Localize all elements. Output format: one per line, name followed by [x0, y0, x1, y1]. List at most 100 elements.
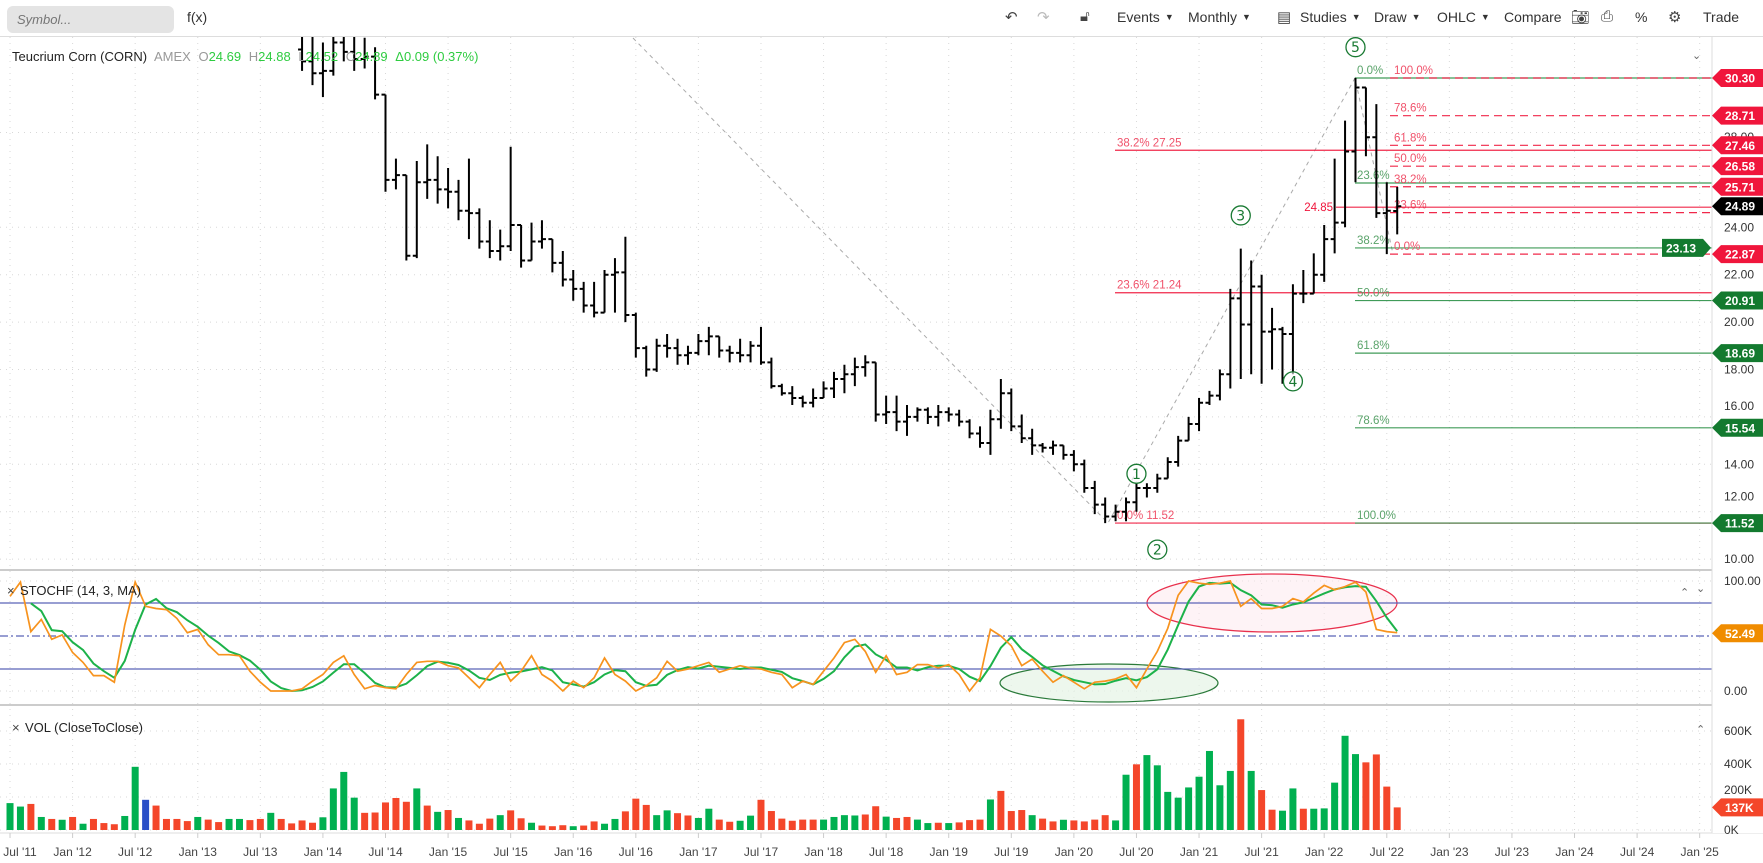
collapse-panel-icon[interactable]: ⌄ — [1692, 50, 1701, 62]
volume-bar — [1205, 750, 1213, 830]
ohlc-bar — [1028, 428, 1037, 455]
wave-label: 2 — [1153, 543, 1162, 559]
volume-bar — [559, 825, 567, 830]
volume-bar — [402, 801, 410, 830]
lock-icon[interactable]: 🔓︎ — [1080, 8, 1090, 25]
wave-circle[interactable] — [1126, 463, 1147, 484]
x-axis-label: Jul '17 — [744, 845, 779, 859]
move-panel-down-icon[interactable]: ⌄ — [1696, 583, 1705, 595]
symbol-search-input[interactable] — [7, 6, 174, 33]
volume-bar — [986, 799, 994, 830]
ohlc-bar-path — [569, 269, 578, 301]
volume-bar — [1028, 815, 1036, 830]
calendar-icon[interactable]: ▤ — [1277, 9, 1292, 26]
undo-icon[interactable]: ↶ — [1005, 9, 1018, 26]
trade-button[interactable]: Trade — [1703, 9, 1740, 25]
percent-button[interactable]: % — [1635, 9, 1648, 25]
volume-axis-label: 400K — [1724, 757, 1752, 771]
wave-circle[interactable] — [1230, 205, 1251, 226]
volume-bar — [183, 821, 191, 830]
ohlc-bar-path — [715, 335, 724, 358]
ohlc-bar-path — [558, 251, 567, 287]
volume-bar — [1018, 810, 1026, 830]
ohlc-bar — [1247, 260, 1256, 375]
ohlc-bar — [1017, 414, 1026, 443]
fib-level-label: 61.8% — [1357, 340, 1390, 352]
ohlc-bar-path — [1049, 440, 1058, 455]
gear-icon[interactable]: ⚙ — [1668, 9, 1682, 26]
volume-bar — [1278, 810, 1286, 830]
volume-bar — [1091, 819, 1099, 830]
ohlc-bar-path — [913, 407, 922, 422]
ohlc-bar-path — [934, 405, 943, 427]
low-value: 24.52 — [306, 49, 339, 64]
volume-bar — [110, 824, 118, 830]
ohlc-bar-path — [1393, 187, 1402, 235]
volume-bar — [601, 823, 609, 830]
volume-study-label[interactable]: VOL (CloseToClose) — [25, 720, 143, 735]
camera-icon[interactable]: 📷︎ — [1571, 9, 1591, 26]
redo-icon[interactable]: ↷ — [1037, 9, 1050, 26]
fx-button[interactable]: f(x) — [187, 9, 208, 25]
ohlc-bar — [725, 345, 734, 363]
ohlc-bar — [663, 333, 672, 358]
volume-bar — [1039, 818, 1047, 830]
wave-circle[interactable] — [1345, 37, 1366, 58]
move-panel-up-icon[interactable]: ⌃ — [1696, 724, 1705, 736]
ohlc-bar-path — [1288, 284, 1297, 375]
x-axis-label: Jul '23 — [1495, 845, 1530, 859]
volume-bar — [486, 818, 494, 830]
fibonacci-drawings[interactable]: 38.2% 27.25 23.6% 21.24 0.0% 11.52 0.0% 23.6… — [1115, 65, 1712, 524]
wave-circle[interactable] — [1282, 371, 1304, 392]
close-study-icon[interactable]: × — [7, 583, 15, 598]
price-bars — [298, 37, 1402, 524]
ohlc-bar-path — [683, 345, 692, 365]
studies-dropdown[interactable]: Studies ▼ — [1300, 9, 1361, 25]
ohlc-bar — [1341, 120, 1350, 228]
print-icon[interactable]: ⎙ — [1601, 8, 1614, 25]
volume-bar — [235, 818, 243, 830]
x-axis-label: Jan '18 — [804, 845, 843, 859]
volume-bar — [1362, 762, 1370, 830]
volume-bar — [1174, 797, 1182, 830]
ohlc-bar-path — [986, 409, 995, 455]
move-panel-up-icon[interactable]: ⌃ — [1680, 587, 1689, 599]
price-axis-label: 18.00 — [1724, 363, 1754, 377]
ohlc-bar — [339, 37, 348, 62]
ohlc-bar-path — [1205, 390, 1214, 406]
ohlc-bar — [829, 371, 838, 398]
wave-circle[interactable] — [1147, 539, 1168, 560]
period-dropdown[interactable]: Monthly ▼ — [1188, 9, 1251, 25]
x-axis-label: Jan '13 — [179, 845, 218, 859]
wave-trendline-path[interactable] — [632, 37, 1394, 524]
price-tag — [1712, 197, 1763, 216]
ohlc-bar-path — [1257, 274, 1266, 384]
x-axis-label: Jul '14 — [368, 845, 403, 859]
wave-trendline[interactable] — [632, 37, 1394, 524]
x-axis-label: Jan '16 — [554, 845, 593, 859]
elliott-wave-labels[interactable]: 1 2 3 4 5 — [1126, 37, 1366, 560]
caret-down-icon: ▼ — [1351, 12, 1361, 22]
volume-bar — [528, 822, 536, 830]
draw-dropdown[interactable]: Draw ▼ — [1374, 9, 1421, 25]
compare-button[interactable]: Compare — [1504, 9, 1562, 25]
stoch-study-label[interactable]: STOCHF (14, 3, MA) — [20, 583, 141, 598]
ohlc-bar-path — [642, 345, 651, 377]
ohlc-bar — [360, 37, 369, 69]
price-tag — [1712, 291, 1763, 310]
chart-type-label: OHLC — [1437, 9, 1476, 25]
chart-type-dropdown[interactable]: OHLC ▼ — [1437, 9, 1490, 25]
ohlc-bar — [788, 386, 797, 406]
close-study-icon[interactable]: × — [12, 720, 20, 735]
wave-label: 3 — [1236, 208, 1245, 224]
ohlc-bar — [1382, 182, 1391, 255]
volume-bar — [89, 818, 97, 830]
volume-bar — [100, 823, 108, 830]
volume-bar — [788, 820, 796, 830]
events-dropdown[interactable]: Events ▼ — [1117, 9, 1174, 25]
grid — [0, 37, 1712, 833]
ohlc-bar — [934, 405, 943, 427]
ohlc-bar — [1195, 397, 1204, 432]
volume-bar — [329, 788, 337, 830]
